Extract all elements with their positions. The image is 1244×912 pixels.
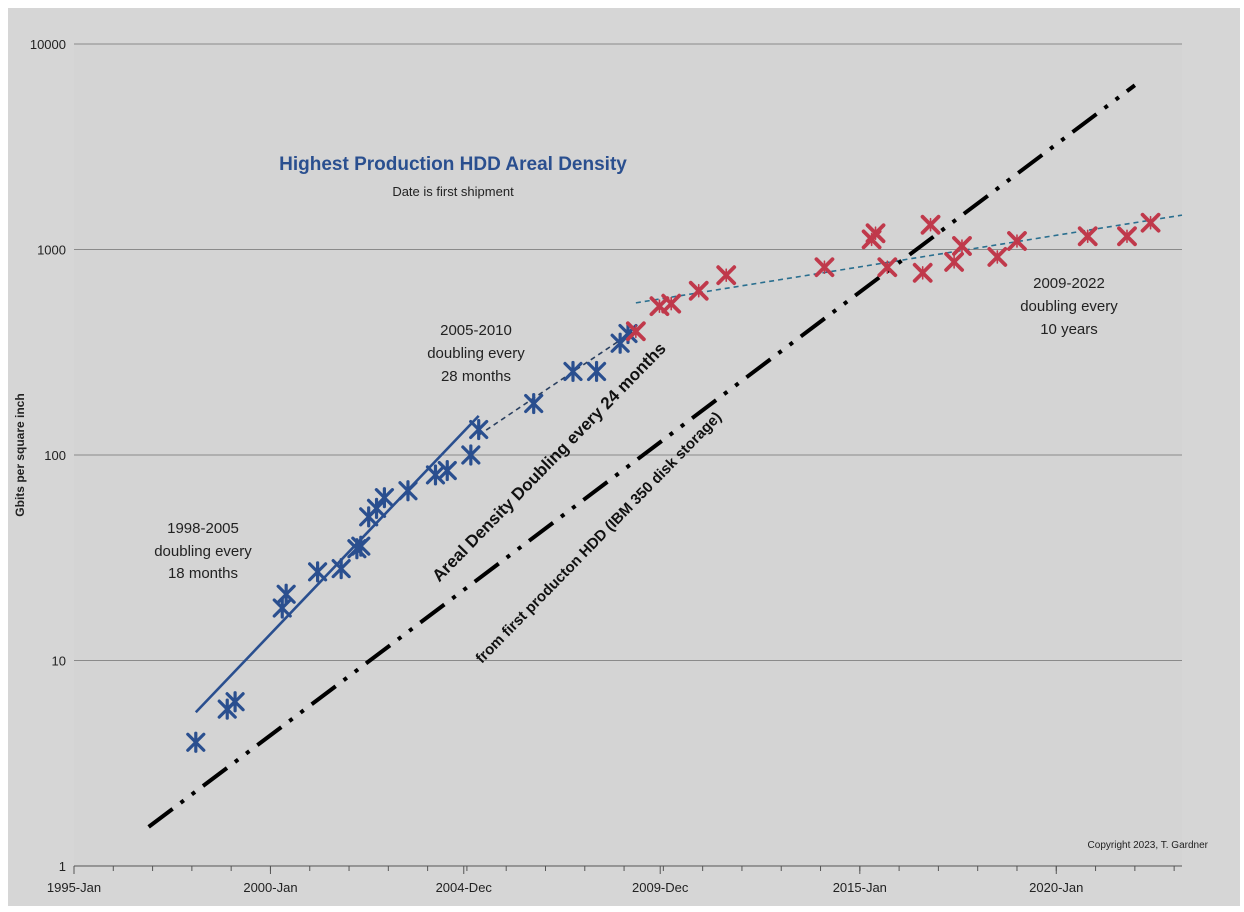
data-point-blue-asterisk	[374, 487, 394, 509]
data-point-blue-asterisk	[366, 497, 387, 519]
data-point-blue-asterisk	[425, 464, 446, 486]
annotation-2005-2010: 2005-2010 doubling every 28 months	[427, 322, 525, 385]
y-tick-label-1000: 1000	[37, 243, 66, 258]
data-point-red-x	[920, 214, 941, 235]
annotation-1998-2005-line3: 18 months	[168, 565, 238, 582]
y-tick-label-10000: 10000	[30, 37, 66, 52]
data-point-blue-asterisk	[276, 583, 296, 605]
x-tick-label-2015-Jan: 2015-Jan	[833, 880, 887, 895]
data-point-red-x	[1007, 231, 1027, 251]
x-tick-label-1995-Jan: 1995-Jan	[47, 880, 101, 895]
annotation-2009-2022-line1: 2009-2022	[1033, 275, 1105, 292]
annotation-2005-2010-line1: 2005-2010	[440, 322, 512, 339]
trend-line-4	[147, 83, 1137, 829]
x-tick-label-2009-Dec: 2009-Dec	[632, 880, 689, 895]
y-tick-label-10: 10	[52, 654, 66, 669]
annotation-2005-2010-line2: doubling every	[427, 345, 525, 362]
data-point-blue-asterisk	[563, 360, 583, 383]
data-point-blue-asterisk	[469, 418, 489, 441]
data-point-blue-asterisk	[586, 360, 607, 383]
data-point-red-x	[661, 293, 682, 314]
data-point-blue-asterisk	[225, 691, 245, 713]
data-points	[186, 212, 1161, 753]
copyright-note: Copyright 2023, T. Gardner	[1088, 840, 1209, 851]
data-point-red-x	[987, 247, 1008, 267]
data-point-blue-asterisk	[398, 480, 418, 502]
x-tick-label-2000-Jan: 2000-Jan	[243, 880, 297, 895]
annotation-1998-2005: 1998-2005 doubling every 18 months	[154, 520, 252, 582]
data-point-red-x	[952, 236, 972, 256]
annotation-1998-2005-line1: 1998-2005	[167, 520, 239, 537]
data-point-blue-asterisk	[308, 561, 328, 583]
chart-subtitle: Date is first shipment	[392, 184, 514, 199]
data-point-red-x	[877, 257, 898, 278]
y-tick-label-100: 100	[44, 448, 66, 463]
data-point-red-x	[1117, 226, 1137, 247]
data-point-red-x	[944, 252, 965, 272]
annotation-2005-2010-line3: 28 months	[441, 368, 511, 385]
data-point-blue-asterisk	[461, 444, 481, 466]
data-point-red-x	[1077, 226, 1098, 247]
annotation-2009-2022: 2009-2022 doubling every 10 years	[1020, 275, 1118, 338]
data-point-blue-asterisk	[351, 535, 371, 557]
y-tick-labels: 1 10 100 1000 10000	[30, 37, 66, 874]
data-point-red-x	[912, 262, 933, 283]
data-point-red-x	[1140, 212, 1161, 233]
data-point-red-x	[814, 257, 835, 278]
axes	[73, 865, 1182, 874]
annotation-2009-2022-line3: 10 years	[1040, 321, 1098, 338]
annotation-1998-2005-line2: doubling every	[154, 543, 252, 560]
data-point-red-x	[625, 321, 646, 342]
annotation-2009-2022-line2: doubling every	[1020, 298, 1118, 315]
y-tick-label-1: 1	[59, 859, 66, 874]
data-point-blue-asterisk	[524, 392, 544, 415]
data-point-blue-asterisk	[331, 558, 351, 580]
y-axis-label: Gbits per square inch	[13, 393, 27, 516]
x-tick-label-2020-Jan: 2020-Jan	[1029, 880, 1083, 895]
x-tick-label-2004-Dec: 2004-Dec	[436, 880, 493, 895]
data-point-red-x	[865, 223, 886, 244]
trend-line-3	[635, 214, 1183, 304]
x-tick-labels: 1995-Jan 2000-Jan 2004-Dec 2009-Dec 2015-Jan…	[47, 880, 1083, 895]
chart-title: Highest Production HDD Areal Density	[279, 154, 627, 175]
data-point-blue-asterisk	[437, 459, 457, 482]
data-point-blue-asterisk	[186, 731, 206, 753]
data-point-red-x	[716, 265, 737, 286]
data-point-red-x	[688, 280, 709, 301]
